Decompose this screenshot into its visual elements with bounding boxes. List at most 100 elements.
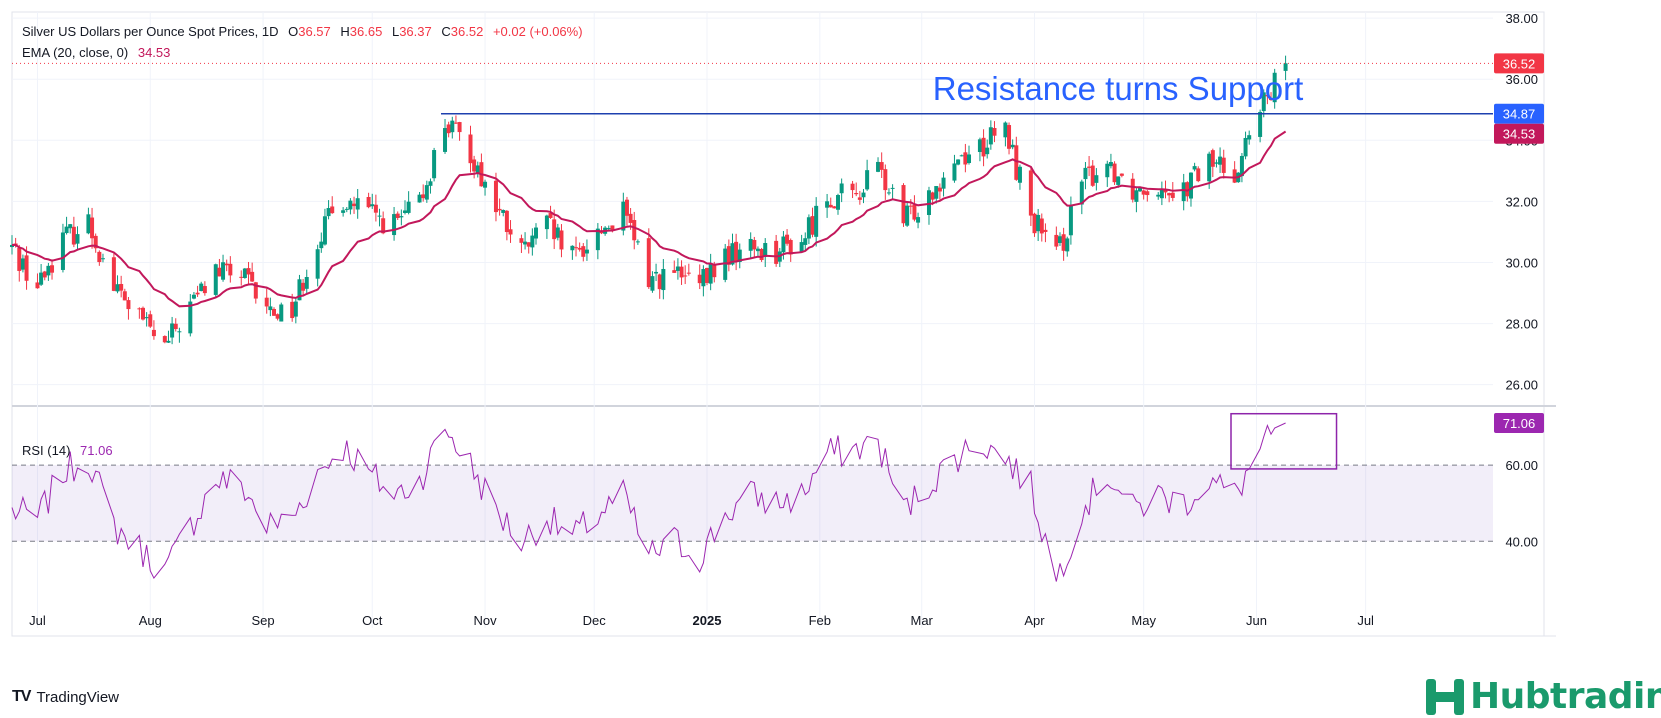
candle-body	[370, 204, 375, 207]
candle-body	[392, 214, 397, 236]
symbol-title: Silver US Dollars per Ounce Spot Prices,…	[22, 24, 279, 39]
rsi-value: 71.06	[80, 443, 113, 458]
candle-body	[1207, 153, 1212, 182]
candle-body	[781, 236, 786, 253]
high-label: H	[340, 24, 350, 39]
rsi-legend: RSI (14) 71.06	[22, 443, 113, 458]
open-label: O	[288, 24, 299, 39]
candle-body	[344, 208, 349, 210]
candle-body	[46, 265, 51, 276]
tradingview-footer[interactable]: TV TradingView	[12, 688, 119, 706]
candle-body	[559, 230, 564, 250]
candle-body	[1014, 145, 1019, 180]
candle-body	[326, 208, 331, 217]
candle-body	[530, 235, 535, 248]
candle-body	[832, 206, 837, 209]
time-tick-label: Mar	[911, 613, 934, 628]
candle-body	[926, 190, 931, 216]
candle-body	[632, 220, 637, 241]
candle-body	[86, 214, 91, 234]
candle-body	[963, 152, 968, 165]
ema-label: EMA (20, close, 0)	[22, 45, 129, 60]
candle-body	[774, 240, 779, 264]
time-tick-label: Jun	[1246, 613, 1267, 628]
candle-body	[908, 205, 913, 207]
candle-body	[788, 240, 793, 255]
candle-body	[737, 249, 742, 263]
candle-body	[1068, 205, 1073, 236]
candle-body	[1108, 162, 1113, 167]
candle-body	[581, 246, 586, 257]
candle-body	[202, 286, 207, 294]
candle-body	[188, 301, 193, 334]
candle-body	[504, 210, 509, 233]
candle-body	[293, 301, 298, 317]
candle-body	[1032, 213, 1037, 234]
candle-body	[865, 170, 870, 190]
candle-body	[483, 181, 488, 188]
candle-body	[748, 238, 753, 251]
candle-body	[806, 217, 811, 239]
candle-body	[173, 323, 178, 330]
candle-body	[595, 228, 600, 251]
candle-body	[901, 185, 906, 224]
candle-body	[42, 271, 47, 278]
low-value: 36.37	[399, 24, 432, 39]
candle-body	[297, 279, 302, 301]
candle-body	[71, 226, 76, 245]
candle-body	[621, 201, 626, 231]
candle-body	[268, 306, 273, 311]
candle-body	[577, 247, 582, 250]
candle-body	[854, 193, 859, 195]
price-tick-label: 32.00	[1505, 194, 1538, 209]
time-tick-label: Apr	[1024, 613, 1045, 628]
candle-body	[290, 301, 295, 319]
candle-body	[1167, 193, 1172, 196]
time-tick-label: May	[1131, 613, 1156, 628]
candle-body	[544, 215, 549, 230]
candle-body	[148, 314, 153, 327]
candle-body	[93, 235, 98, 249]
chart-grid	[11, 11, 1556, 637]
candle-body	[584, 249, 589, 254]
price-tags: 36.52 34.87 34.53 71.06	[1494, 53, 1544, 434]
candle-body	[1181, 182, 1186, 202]
candle-body	[661, 268, 666, 291]
candle-body	[988, 127, 993, 145]
candle-body	[1039, 218, 1044, 234]
candle-body	[221, 262, 226, 280]
candle-body	[315, 249, 320, 279]
candle-body	[64, 226, 69, 234]
candle-body	[377, 215, 382, 217]
candle-body	[264, 297, 269, 307]
price-tag-bg	[1494, 53, 1544, 74]
candle-body	[195, 292, 200, 295]
candle-body	[468, 134, 473, 164]
candle-body	[1017, 166, 1022, 183]
candle-body	[759, 249, 764, 261]
candle-body	[242, 268, 247, 278]
candle-body	[624, 199, 629, 216]
candle-body	[523, 241, 528, 245]
candle-body	[1272, 72, 1277, 103]
candle-body	[1112, 163, 1117, 183]
candle-body	[1145, 191, 1150, 196]
candle-body	[239, 276, 244, 278]
candle-body	[985, 147, 990, 155]
candle-body	[341, 210, 346, 213]
candle-body	[1185, 182, 1190, 197]
candle-body	[1054, 234, 1059, 247]
candle-body	[876, 161, 881, 172]
candle-body	[1141, 190, 1146, 195]
time-tick-label: Sep	[252, 613, 275, 628]
candle-body	[39, 272, 44, 285]
candle-body	[1247, 135, 1252, 140]
candle-body	[883, 169, 888, 191]
candle-body	[122, 291, 127, 301]
candle-body	[1258, 111, 1263, 137]
resistance-line	[12, 62, 1493, 115]
resistance-annotation: Resistance turns Support	[933, 70, 1304, 107]
candle-body	[381, 218, 386, 234]
candle-body	[140, 307, 145, 320]
